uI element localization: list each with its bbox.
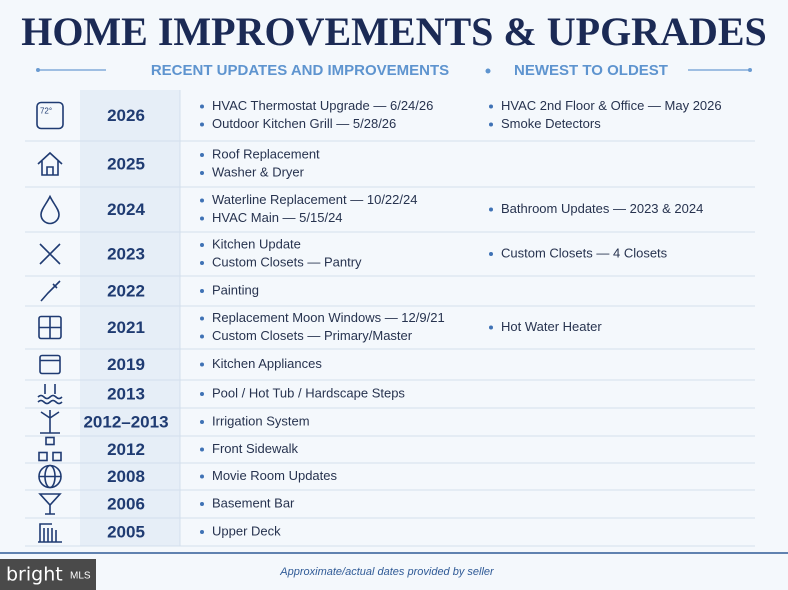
- item: Painting: [212, 282, 259, 297]
- bullet: [200, 243, 204, 247]
- icon-part: [39, 316, 61, 339]
- rule-dot: [36, 68, 40, 72]
- item: Hot Water Heater: [501, 319, 602, 334]
- item: Smoke Detectors: [501, 116, 601, 131]
- subtitle-separator: [485, 68, 491, 74]
- icon-part: [37, 384, 63, 405]
- item: Custom Closets — 4 Closets: [501, 245, 668, 260]
- year: 2026: [107, 106, 145, 125]
- icon-part: [39, 354, 61, 375]
- icon-part: [40, 194, 60, 225]
- footer-note: Approximate/actual dates provided by sel…: [279, 566, 495, 578]
- bullet: [200, 104, 204, 109]
- bullet: [489, 122, 493, 127]
- item: Kitchen Appliances: [212, 356, 322, 371]
- year: 2013: [107, 384, 145, 403]
- item: Waterline Replacement — 10/22/24: [212, 192, 417, 207]
- bullet: [200, 261, 204, 265]
- year: 2019: [107, 355, 145, 374]
- icon-part: [40, 410, 60, 434]
- icon-part: [37, 151, 63, 176]
- bullet: [489, 252, 493, 256]
- watermark-suffix: MLS: [70, 571, 91, 582]
- bullet: [200, 122, 204, 127]
- icon-part: [39, 243, 61, 265]
- icon-part: [38, 451, 48, 462]
- bullet: [489, 325, 493, 330]
- icon-part: [45, 436, 55, 446]
- rule-dot: [748, 68, 752, 72]
- item: Outdoor Kitchen Grill — 5/28/26: [212, 116, 396, 131]
- item: HVAC 2nd Floor & Office — May 2026: [501, 98, 722, 113]
- year: 2021: [107, 318, 145, 337]
- item: Bathroom Updates — 2023 & 2024: [501, 201, 703, 216]
- year: 2023: [107, 244, 145, 263]
- item: Upper Deck: [212, 523, 281, 538]
- bullet: [200, 334, 204, 339]
- watermark-box: [0, 559, 96, 590]
- year: 2022: [107, 281, 145, 300]
- item: Washer & Dryer: [212, 164, 305, 179]
- icon-part: [52, 451, 62, 462]
- year-column: [80, 90, 180, 546]
- bullet: [200, 502, 204, 506]
- title: HOME IMPROVEMENTS & UPGRADES: [21, 9, 767, 54]
- icon-label: 72°: [40, 107, 52, 116]
- item: Basement Bar: [212, 495, 295, 510]
- bullet: [200, 153, 204, 157]
- year: 2012–2013: [83, 412, 168, 431]
- bullet: [200, 530, 204, 534]
- item: Replacement Moon Windows — 12/9/21: [212, 310, 445, 325]
- bullet: [200, 216, 204, 221]
- item: Roof Replacement: [212, 146, 320, 161]
- bullet: [200, 474, 204, 479]
- icon-part: [36, 101, 64, 130]
- subtitle: RECENT UPDATES AND IMPROVEMENTS: [151, 62, 449, 79]
- bullet: [200, 289, 204, 293]
- bullet: [200, 362, 204, 367]
- item: Movie Room Updates: [212, 468, 337, 483]
- year: 2025: [107, 154, 145, 173]
- item: Pool / Hot Tub / Hardscape Steps: [212, 385, 405, 400]
- icon-part: [40, 280, 61, 302]
- bullet: [489, 104, 493, 109]
- icon-part: [38, 493, 62, 515]
- item: Kitchen Update: [212, 236, 301, 251]
- bullet: [200, 316, 204, 321]
- watermark-brand: bright: [6, 564, 63, 586]
- year: 2024: [107, 200, 145, 219]
- year: 2012: [107, 440, 145, 459]
- bullet: [489, 207, 493, 212]
- bullet: [200, 392, 204, 396]
- icon-part: [38, 523, 62, 543]
- bullet: [200, 447, 204, 452]
- item: Custom Closets — Primary/Master: [212, 328, 413, 343]
- bullet: [200, 198, 204, 203]
- bullet: [200, 171, 204, 175]
- table: 72° 2026 HVAC Thermostat Upgrade — 6/24/26…: [25, 90, 755, 547]
- item: Irrigation System: [212, 413, 310, 428]
- item: Custom Closets — Pantry: [212, 254, 362, 269]
- item: HVAC Thermostat Upgrade — 6/24/26: [212, 98, 433, 113]
- item: HVAC Main — 5/15/24: [212, 210, 343, 225]
- bullet: [200, 420, 204, 424]
- subtitle: NEWEST TO OLDEST: [514, 62, 668, 79]
- year: 2005: [107, 522, 145, 541]
- item: Front Sidewalk: [212, 441, 298, 456]
- year: 2006: [107, 494, 145, 513]
- year: 2008: [107, 467, 145, 486]
